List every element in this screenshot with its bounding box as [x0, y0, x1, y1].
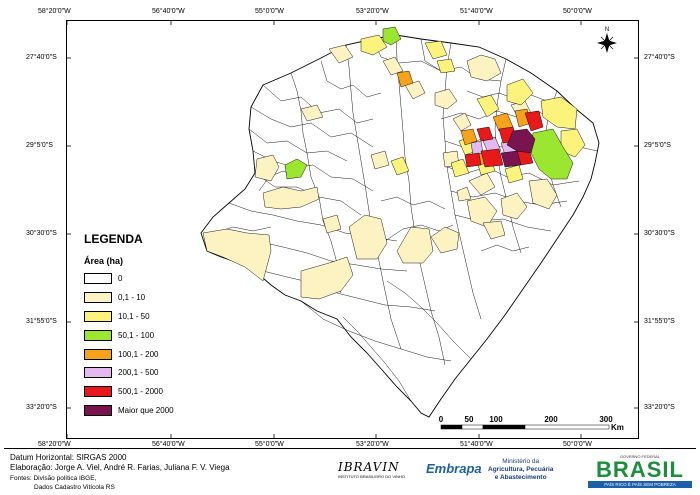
coord-top-6: 50°0'0"W: [563, 8, 592, 15]
state-map: N 0 50 100 200 300 Km: [67, 21, 638, 438]
legend-item: 0: [84, 273, 244, 285]
ministerio-line-3: e Abastecimento: [494, 474, 547, 481]
coord-bottom-1: 58°20'0"W: [38, 441, 71, 448]
coord-top-5: 51°40'0"W: [460, 8, 493, 15]
ibravin-logo: IBRAVIN INSTITUTO BRASILEIRO DO VINHO: [338, 460, 405, 479]
coord-right-2: 29°5'0"S: [644, 142, 671, 149]
legend-swatch: [84, 349, 112, 360]
legend-label: 0,1 - 10: [118, 293, 146, 302]
coord-right-4: 31°55'0"S: [644, 318, 675, 325]
coord-left-2: 29°5'0"S: [26, 142, 53, 149]
coord-left-5: 33°20'0"S: [26, 404, 57, 411]
scale-tick-100: 100: [489, 415, 503, 424]
legend-item: 0,1 - 10: [84, 292, 244, 304]
north-label: N: [605, 27, 609, 33]
classified-areas: [202, 26, 586, 300]
coord-left-1: 27°40'0"S: [26, 54, 57, 61]
legend-label: 500,1 - 2000: [118, 387, 163, 396]
frame-ticks: [67, 21, 638, 438]
brasil-wordmark: BRASIL: [596, 457, 684, 482]
north-arrow-icon: N: [597, 27, 617, 53]
legend-label: 100,1 - 200: [118, 350, 159, 359]
legend-swatch: [84, 367, 112, 378]
brasil-slogan: PAÍS RICO É PAÍS SEM POBREZA: [588, 481, 692, 488]
scale-bar: 0 50 100 200 300 Km: [439, 415, 624, 432]
coord-bottom-3: 55°0'0"W: [255, 441, 284, 448]
legend-title: LEGENDA: [84, 232, 143, 246]
ibravin-wordmark: IBRAVIN: [338, 460, 400, 474]
footer: Datum Horizontal: SIRGAS 2000 Elaboração…: [4, 448, 696, 493]
legend-swatch: [84, 273, 112, 284]
coord-bottom-2: 56°40'0"W: [152, 441, 185, 448]
legend-label: 50,1 - 100: [118, 331, 155, 340]
ministerio-line-2: Agricultura, Pecuária: [488, 466, 554, 473]
brasil-top-text: GOVERNO FEDERAL: [619, 454, 660, 459]
scale-unit: Km: [611, 423, 624, 432]
legend-item: 200,1 - 500: [84, 367, 244, 379]
legend-swatch: [84, 292, 112, 303]
map-area: N 0 50 100 200 300 Km: [66, 20, 639, 439]
scale-tick-50: 50: [465, 415, 474, 424]
legend-item: 10,1 - 50: [84, 311, 244, 323]
legend-swatch: [84, 386, 112, 397]
embrapa-logo: Embrapa: [426, 461, 482, 476]
coord-top-2: 56°40'0"W: [152, 8, 185, 15]
fontes-text-2: Dados Cadastro Vitícola RS: [34, 484, 115, 491]
elaboracao-text: Elaboração: Jorge A. Viel, André R. Fari…: [10, 463, 230, 472]
ministerio-line-1: Ministério da: [502, 458, 540, 465]
brasil-logo: GOVERNO FEDERAL BRASIL PAÍS RICO É PAÍS …: [588, 454, 692, 488]
ministerio-logo: Ministério da Agricultura, Pecuária e Ab…: [488, 458, 553, 482]
legend-label: 200,1 - 500: [118, 368, 159, 377]
coord-left-4: 31°55'0"S: [26, 318, 57, 325]
fontes-text-1: Fontes: Divisão política IBGE,: [10, 475, 97, 482]
logo-strip: IBRAVIN INSTITUTO BRASILEIRO DO VINHO Em…: [300, 452, 696, 492]
coord-bottom-5: 51°40'0"W: [460, 441, 493, 448]
coord-bottom-6: 50°0'0"W: [563, 441, 592, 448]
legend-item: 100,1 - 200: [84, 349, 244, 361]
legend-item: 500,1 - 2000: [84, 386, 244, 398]
legend-swatch: [84, 405, 112, 416]
coord-right-3: 30°30'0"S: [644, 230, 675, 237]
legend-item: 50,1 - 100: [84, 330, 244, 342]
scale-tick-300: 300: [599, 415, 613, 424]
ibravin-subtitle: INSTITUTO BRASILEIRO DO VINHO: [338, 474, 406, 479]
coord-right-5: 33°20'0"S: [644, 404, 675, 411]
coord-top-1: 58°20'0"W: [38, 8, 71, 15]
scale-tick-0: 0: [439, 415, 444, 424]
legend-swatch: [84, 330, 112, 341]
coord-top-3: 55°0'0"W: [255, 8, 284, 15]
coord-bottom-4: 53°20'0"W: [356, 441, 389, 448]
legend-subtitle: Área (ha): [84, 256, 124, 266]
legend-item: Maior que 2000: [84, 405, 244, 417]
datum-text: Datum Horizontal: SIRGAS 2000: [10, 453, 127, 462]
legend-label: Maior que 2000: [118, 406, 174, 415]
legend-label: 10,1 - 50: [118, 312, 150, 321]
legend-swatch: [84, 311, 112, 322]
coord-top-4: 53°20'0"W: [356, 8, 389, 15]
legend-label: 0: [118, 274, 123, 283]
coord-left-3: 30°30'0"S: [26, 230, 57, 237]
coord-right-1: 27°40'0"S: [644, 54, 675, 61]
scale-tick-200: 200: [544, 415, 558, 424]
